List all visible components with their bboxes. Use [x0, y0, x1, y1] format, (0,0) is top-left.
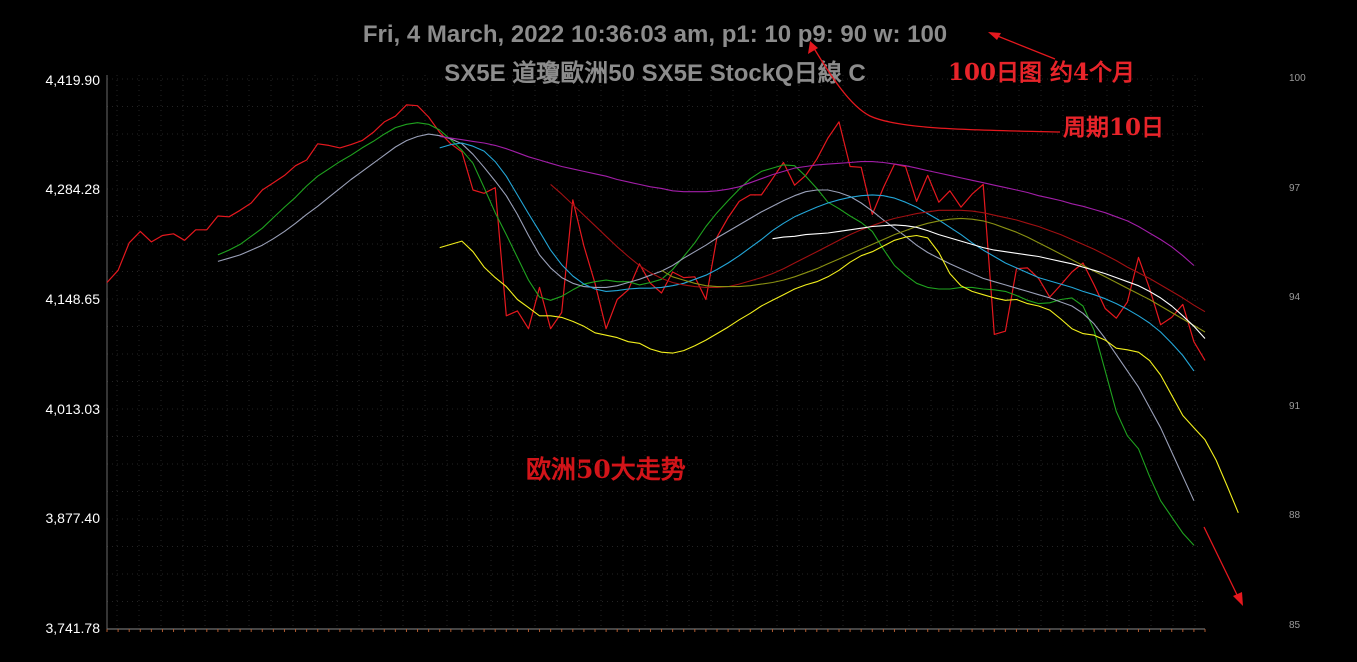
y-right-tick-label: 94: [1289, 292, 1301, 303]
series-line-ma_darkred: [550, 183, 1206, 313]
y-left-tick-label: 4,284.28: [46, 181, 101, 197]
series-line-ma_purple: [439, 135, 1195, 266]
arrow-head-icon: [1233, 592, 1243, 606]
y-right-tick-label: 88: [1289, 510, 1301, 521]
chart-title: Fri, 4 March, 2022 10:36:03 am, p1: 10 p…: [363, 21, 947, 48]
annotation-days: 100日图 约4个月: [948, 59, 1135, 86]
series-line-ma_green: [217, 122, 1195, 546]
y-left-tick-label: 4,419.90: [46, 72, 101, 88]
series-line-ma_gray: [217, 133, 1195, 501]
y-right-tick-label: 97: [1289, 183, 1301, 194]
arrow-to-title-end: [989, 32, 1056, 60]
y-left-tick-label: 3,741.78: [46, 620, 101, 636]
annotations: 100日图 约4个月 周期10日 欧洲50大走势: [526, 32, 1243, 606]
trend-down-arrow: [1203, 526, 1242, 604]
chart-subtitle: SX5E 道瓊歐洲50 SX5E StockQ日線 C: [444, 59, 865, 87]
series-line-ma_white: [772, 224, 1206, 339]
arrow-head-icon: [988, 32, 1001, 40]
y-left-tick-label: 3,877.40: [46, 510, 101, 526]
series-line-ma_olive: [661, 217, 1206, 333]
series-layer: [106, 104, 1239, 546]
y-right-tick-label: 100: [1289, 73, 1306, 84]
arrow-head-icon: [808, 41, 818, 54]
grid: [107, 75, 1205, 629]
y-left-tick-label: 4,148.65: [46, 291, 101, 307]
y-right-tick-label: 91: [1289, 401, 1301, 412]
annotation-period: 周期10日: [1063, 114, 1164, 141]
y-axis-right-labels: 100 97 94 91 88 85: [1289, 73, 1306, 631]
axes: [106, 75, 1206, 632]
y-left-tick-label: 4,013.03: [46, 401, 101, 417]
annotation-middle: 欧洲50大走势: [526, 455, 686, 484]
x-axis-ticks: [106, 629, 1206, 632]
y-axis-left-labels: 4,419.90 4,284.28 4,148.65 4,013.03 3,87…: [46, 72, 101, 636]
series-line-ma_cyan: [439, 142, 1195, 372]
y-right-tick-label: 85: [1289, 620, 1301, 631]
arrow-to-period: [811, 44, 1061, 133]
series-line-ma_yellow: [439, 234, 1239, 514]
